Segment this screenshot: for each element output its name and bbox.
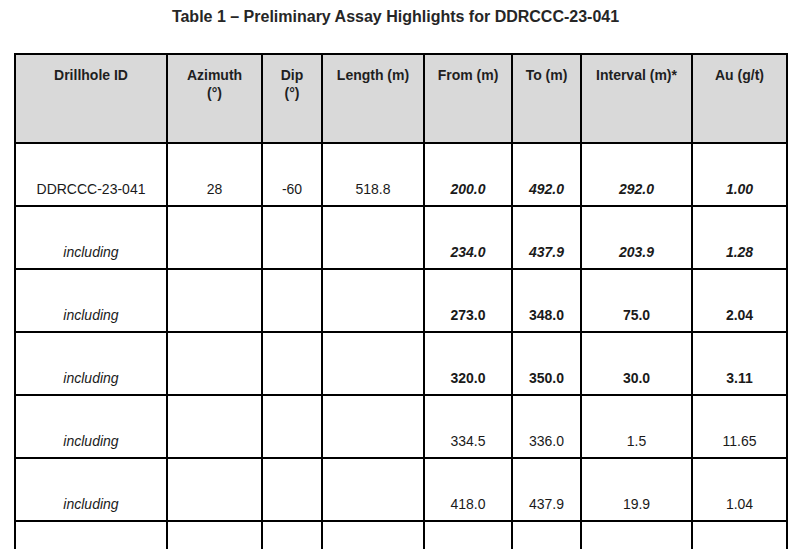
- cell-dip: [262, 521, 322, 549]
- cell-from: 334.5: [424, 395, 512, 458]
- cell-to: 336.0: [512, 395, 581, 458]
- column-header-azimuth: Azimuth (°): [167, 54, 262, 143]
- cell-drillhole-id: DDRCCC-23-041: [15, 143, 167, 206]
- cell-azimuth: [167, 395, 262, 458]
- cell-drillhole-id: including: [15, 458, 167, 521]
- cell-length: 518.8: [322, 143, 424, 206]
- cell-interval: 75.0: [581, 269, 692, 332]
- table-row: including 273.0 348.0 75.0 2.04: [15, 269, 787, 332]
- cell-interval: 19.9: [581, 458, 692, 521]
- table-row: including 234.0 437.9 203.9 1.28: [15, 206, 787, 269]
- cell-au: 0.64: [692, 521, 787, 549]
- cell-drillhole-id: including: [15, 395, 167, 458]
- cell-from: 418.0: [424, 458, 512, 521]
- cell-from: 467.0: [424, 521, 512, 549]
- cell-length: [322, 395, 424, 458]
- cell-dip: [262, 395, 322, 458]
- cell-to: 437.9: [512, 458, 581, 521]
- cell-length: [322, 206, 424, 269]
- column-header-from: From (m): [424, 54, 512, 143]
- cell-drillhole-id: and: [15, 521, 167, 549]
- cell-from: 273.0: [424, 269, 512, 332]
- cell-length: [322, 458, 424, 521]
- cell-au: 1.00: [692, 143, 787, 206]
- cell-au: 3.11: [692, 332, 787, 395]
- assay-highlights-table: Drillhole ID Azimuth (°) Dip (°) Length …: [14, 53, 788, 549]
- cell-length: [322, 332, 424, 395]
- header-row: Drillhole ID Azimuth (°) Dip (°) Length …: [15, 54, 787, 143]
- cell-azimuth: [167, 332, 262, 395]
- column-header-to: To (m): [512, 54, 581, 143]
- table-row: including 320.0 350.0 30.0 3.11: [15, 332, 787, 395]
- table-row: DDRCCC-23-041 28 -60 518.8 200.0 492.0 2…: [15, 143, 787, 206]
- cell-drillhole-id: including: [15, 269, 167, 332]
- column-header-length: Length (m): [322, 54, 424, 143]
- document-page: Table 1 – Preliminary Assay Highlights f…: [0, 0, 791, 549]
- cell-from: 200.0: [424, 143, 512, 206]
- cell-interval: 203.9: [581, 206, 692, 269]
- cell-interval: 292.0: [581, 143, 692, 206]
- cell-au: 11.65: [692, 395, 787, 458]
- column-header-dip: Dip (°): [262, 54, 322, 143]
- cell-au: 1.04: [692, 458, 787, 521]
- column-header-interval: Interval (m)*: [581, 54, 692, 143]
- cell-from: 320.0: [424, 332, 512, 395]
- cell-from: 234.0: [424, 206, 512, 269]
- cell-length: [322, 269, 424, 332]
- table-row: and 467.0 492.0 25.0 0.64: [15, 521, 787, 549]
- cell-drillhole-id: including: [15, 332, 167, 395]
- column-header-au: Au (g/t): [692, 54, 787, 143]
- cell-au: 1.28: [692, 206, 787, 269]
- column-header-drillhole-id: Drillhole ID: [15, 54, 167, 143]
- cell-to: 492.0: [512, 143, 581, 206]
- cell-interval: 1.5: [581, 395, 692, 458]
- cell-to: 437.9: [512, 206, 581, 269]
- cell-azimuth: [167, 458, 262, 521]
- cell-to: 350.0: [512, 332, 581, 395]
- cell-azimuth: [167, 521, 262, 549]
- cell-to: 492.0: [512, 521, 581, 549]
- cell-drillhole-id: including: [15, 206, 167, 269]
- cell-azimuth: 28: [167, 143, 262, 206]
- cell-dip: -60: [262, 143, 322, 206]
- cell-interval: 30.0: [581, 332, 692, 395]
- cell-azimuth: [167, 269, 262, 332]
- cell-azimuth: [167, 206, 262, 269]
- cell-length: [322, 521, 424, 549]
- cell-dip: [262, 458, 322, 521]
- table-row: including 418.0 437.9 19.9 1.04: [15, 458, 787, 521]
- table-row: including 334.5 336.0 1.5 11.65: [15, 395, 787, 458]
- cell-interval: 25.0: [581, 521, 692, 549]
- cell-dip: [262, 269, 322, 332]
- cell-au: 2.04: [692, 269, 787, 332]
- cell-dip: [262, 206, 322, 269]
- cell-to: 348.0: [512, 269, 581, 332]
- cell-dip: [262, 332, 322, 395]
- table-title: Table 1 – Preliminary Assay Highlights f…: [0, 0, 791, 27]
